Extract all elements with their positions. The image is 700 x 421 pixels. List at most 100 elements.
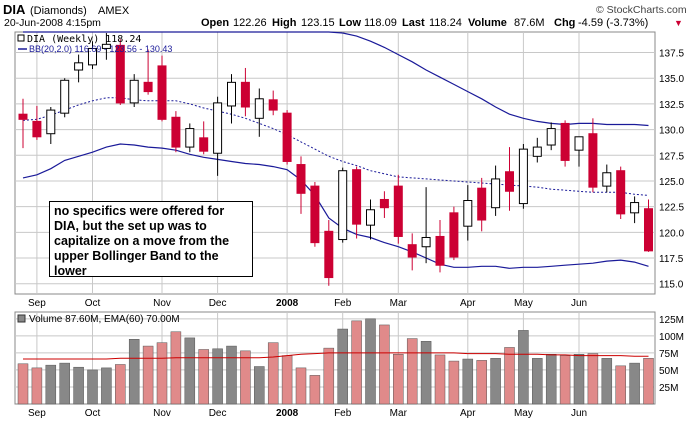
price-legend-text: DIA (Weekly) 118.24 (27, 34, 141, 45)
open-label: Open (201, 17, 229, 29)
volume-tick-label: 75M (659, 349, 678, 360)
candle (518, 143, 528, 209)
price-x-tick-label: Dec (209, 298, 227, 309)
volume-bar (59, 362, 70, 405)
volume-bar (573, 354, 585, 405)
candle (644, 199, 653, 252)
candle (18, 98, 28, 149)
candle-body (18, 113, 28, 120)
volume-bar (240, 350, 251, 405)
volume-value: 87.6M (514, 17, 545, 29)
candle (421, 187, 431, 264)
candle-body (88, 47, 97, 66)
volume-tick-label: 100M (659, 332, 684, 343)
volume-bar (170, 331, 182, 405)
candle (532, 137, 542, 163)
price-x-tick-label: Apr (460, 298, 476, 309)
volume-bar (379, 324, 390, 405)
volume-bar (198, 349, 209, 405)
candle-body (560, 122, 570, 161)
candle-body (477, 187, 487, 221)
down-arrow-icon: ▼ (674, 18, 683, 28)
candle (240, 67, 250, 117)
candle-body (268, 99, 278, 111)
last-label: Last (402, 17, 425, 29)
chg-value: -4.59 (-3.73%) (578, 17, 648, 29)
candle (60, 78, 70, 118)
candles (18, 33, 653, 286)
volume-bar (518, 330, 529, 405)
volume-legend-swatch (17, 314, 26, 323)
volume-legend: Volume 87.60M, EMA(60) 70.00M (17, 314, 180, 325)
annotation-box: no specifics were offered for DIA, but t… (49, 201, 253, 278)
candle-body (463, 200, 473, 227)
volume-bar (643, 358, 654, 405)
candle-body (74, 62, 84, 71)
high-value: 123.15 (301, 17, 335, 29)
volume-bar (337, 328, 348, 405)
volume-bar (393, 354, 404, 405)
candle (282, 110, 292, 165)
bb-upper-band (23, 31, 649, 127)
price-legend: DIA (Weekly) 118.24 BB(20,2.0) 116.69 - … (17, 34, 172, 54)
volume-bar (448, 360, 460, 405)
candle (101, 33, 111, 60)
candle-body (157, 65, 167, 120)
price-x-tick-label: Mar (390, 298, 408, 309)
volume-bar (545, 354, 557, 405)
volume-x-tick-label: Sep (28, 408, 46, 419)
volume-bar (128, 339, 140, 405)
watermark: © StockCharts.com (596, 4, 687, 16)
candle-body (449, 212, 459, 258)
volume-x-tick-label: Nov (153, 408, 171, 419)
candle-body (421, 236, 431, 248)
price-tick-label: 127.5 (659, 151, 684, 162)
volume-bar (532, 358, 543, 405)
volume-bar (490, 358, 501, 405)
candle-body (352, 169, 362, 225)
volume-bar (615, 365, 626, 405)
volume-bar (476, 360, 487, 405)
candle (449, 206, 459, 261)
candle (254, 88, 264, 137)
exchange-label: AMEX (98, 5, 130, 17)
candle (546, 122, 556, 151)
volume-bar (31, 367, 43, 405)
price-tick-label: 135.0 (659, 74, 684, 85)
price-x-tick-label: May (514, 298, 533, 309)
candle (630, 196, 640, 224)
volume-bar (267, 342, 279, 405)
candle (463, 185, 473, 241)
candle (407, 233, 417, 271)
candle (616, 166, 626, 219)
price-tick-label: 117.5 (659, 254, 684, 265)
name-label: (Diamonds) (30, 5, 87, 17)
candle-body (129, 79, 139, 104)
price-x-tick-label: Sep (28, 298, 46, 309)
volume-label: Volume (468, 17, 507, 29)
candle (115, 39, 125, 105)
volume-bar (87, 369, 98, 405)
price-x-tick-label: Nov (153, 298, 171, 309)
candle-body (407, 244, 417, 258)
price-y-axis: 115.0 117.5 120.0 122.5 125.0 127.5 130.0 132.5… (659, 49, 684, 291)
candle (88, 41, 97, 69)
candle-body (644, 208, 653, 252)
volume-bar (629, 362, 640, 405)
candle (338, 167, 348, 243)
candle-body (602, 172, 612, 187)
last-value: 118.24 (429, 17, 462, 29)
candle (588, 118, 598, 193)
candle-body (338, 170, 348, 241)
candle-body (115, 44, 125, 104)
candle (74, 54, 84, 83)
price-tick-label: 137.5 (659, 49, 684, 60)
price-tick-label: 120.0 (659, 228, 684, 239)
candle-body (616, 170, 626, 215)
candle-body (491, 178, 501, 209)
price-tick-label: 115.0 (659, 280, 684, 291)
candle-body (227, 81, 236, 107)
candle (46, 107, 56, 144)
price-tick-label: 130.0 (659, 126, 684, 137)
volume-x-tick-label: May (514, 408, 533, 419)
